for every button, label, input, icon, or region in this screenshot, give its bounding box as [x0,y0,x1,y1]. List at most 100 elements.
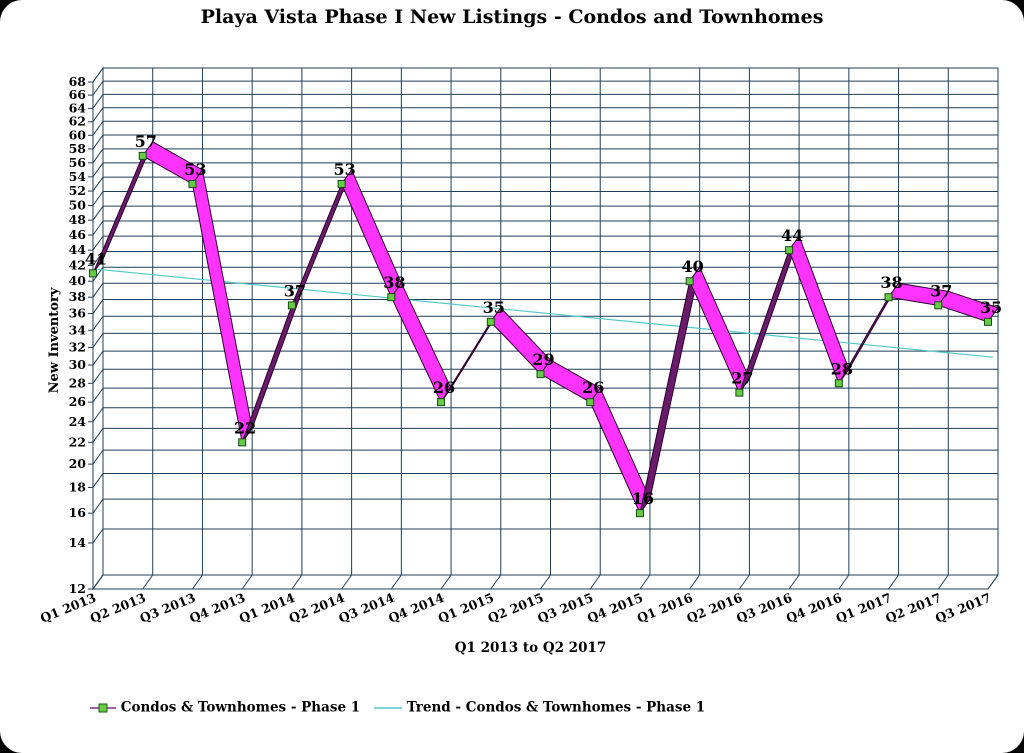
gridline-floor-diagonal [291,574,303,590]
gridline-wall-diagonal [92,350,104,366]
y-tick-label: 58 [69,141,87,156]
data-point-marker [834,379,843,388]
legend-series-swatch [90,703,116,712]
y-tick-label: 52 [69,183,86,198]
y-tick-label: 62 [69,114,86,129]
data-point-marker [387,293,396,302]
gridline-wall-diagonal [92,94,104,109]
data-label: 44 [781,226,803,245]
x-tick-label: Q1 2014 [237,590,297,626]
gridline-floor-diagonal [738,574,750,590]
y-tick-label: 56 [69,155,87,170]
data-label: 16 [632,489,654,508]
data-label: 41 [85,249,107,268]
x-tick-label: Q1 2017 [834,590,894,626]
gridline-wall-diagonal [92,407,104,423]
y-tick-label: 42 [69,258,86,273]
x-tick-label: Q2 2015 [486,590,546,626]
gridline-floor-diagonal [689,574,701,590]
gridline-floor-diagonal [937,574,949,590]
gridline-wall-diagonal [92,176,104,192]
data-label: 40 [682,257,704,276]
gridline-floor-diagonal [341,574,353,590]
chart-title: Playa Vista Phase I New Listings - Condo… [200,6,824,28]
gridline-floor-diagonal [440,574,452,590]
y-tick-label: 36 [69,306,87,321]
data-point-marker [934,301,943,310]
gridline-wall-diagonal [92,368,104,384]
gridline-wall-diagonal [92,120,104,136]
x-tick-label: Q4 2015 [585,590,645,626]
gridline-floor-diagonal [490,574,502,590]
y-tick-label: 46 [69,227,87,242]
data-label: 27 [731,369,753,388]
gridline-floor-diagonal [142,574,154,590]
gridline-wall-diagonal [92,148,104,164]
y-tick-label: 60 [69,127,87,142]
data-point-marker [685,277,694,286]
gridline-wall-diagonal [92,134,104,150]
y-tick-label: 24 [69,414,87,429]
x-tick-label: Q3 2016 [734,590,794,626]
x-tick-label: Q2 2017 [883,590,943,626]
gridline-wall-diagonal [92,528,104,544]
data-label: 26 [433,378,455,397]
data-label: 35 [980,298,1002,317]
y-tick-label: 48 [69,212,87,227]
trend-line [97,268,994,358]
gridline-wall-diagonal [92,162,104,178]
gridline-floor-diagonal [838,574,850,590]
gridline-wall-diagonal [92,498,104,514]
gridline-floor-diagonal [540,574,551,590]
x-tick-label: Q3 2015 [535,590,595,626]
data-point-marker [536,370,545,379]
gridline-floor-diagonal [987,574,999,590]
gridline-floor-diagonal [788,574,800,590]
data-label: 37 [930,281,952,300]
x-tick-label: Q2 2013 [88,590,148,626]
data-point-marker [138,151,147,160]
y-tick-label: 64 [69,100,87,115]
gridline-floor-diagonal [390,574,402,590]
x-tick-label: Q1 2015 [436,590,496,626]
y-tick-label: 16 [69,505,87,520]
y-tick-label: 12 [69,581,86,596]
x-tick-label: Q4 2014 [386,590,446,626]
legend-trend-swatch [374,706,402,709]
gridline-wall-diagonal [92,80,104,96]
gridline-wall-diagonal [92,387,104,403]
data-label: 35 [483,298,505,317]
data-label: 37 [284,281,306,300]
y-tick-label: 22 [69,434,86,449]
data-point-marker [735,388,744,397]
data-point-marker [884,293,893,302]
x-tick-label: Q4 2016 [784,590,844,626]
data-point-marker [635,509,644,518]
y-tick-label: 32 [69,339,86,354]
gridline-wall-diagonal [92,67,104,83]
y-tick-label: 26 [69,394,87,409]
gridline-floor-diagonal [589,574,601,590]
y-tick-label: 14 [69,535,87,550]
gridline-wall-diagonal [92,473,104,488]
x-tick-label: Q4 2013 [187,590,247,626]
y-tick-label: 50 [69,198,87,213]
series-ribbon-segment [937,290,999,323]
legend-item-series: Condos & Townhomes - Phase 1 [90,699,360,716]
gridline-wall-diagonal [92,282,104,298]
data-label: 38 [383,273,405,292]
gridline-wall-diagonal [92,315,104,331]
data-label: 38 [880,273,902,292]
gridline-wall-diagonal [92,220,104,236]
gridline-wall-diagonal [92,299,104,314]
y-tick-label: 68 [69,74,87,89]
y-tick-label: 66 [69,87,87,102]
data-label: 22 [234,418,256,437]
data-point-marker [486,317,495,326]
data-point-marker [984,317,992,326]
x-tick-label: Q2 2016 [684,590,744,626]
data-point-marker [188,179,197,188]
data-point-marker [785,246,794,255]
legend-series-label: Condos & Townhomes - Phase 1 [120,699,361,716]
